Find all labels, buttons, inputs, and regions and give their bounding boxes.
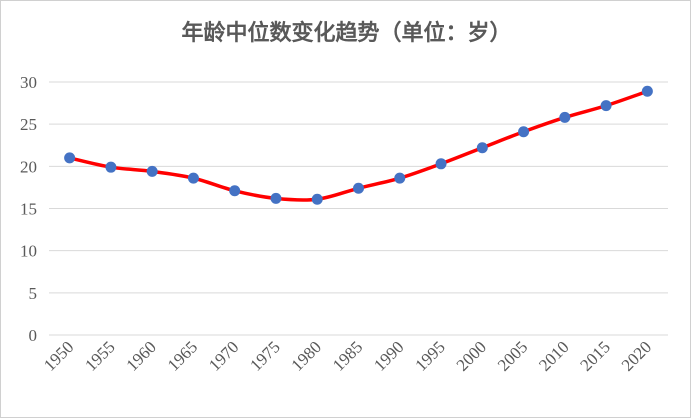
x-tick-label: 1980 [288,337,325,374]
x-tick-label: 1990 [370,337,407,374]
data-point [311,193,323,205]
x-tick-label: 1955 [81,337,118,374]
data-point [229,185,241,197]
x-tick-label: 1950 [40,337,77,374]
data-point [187,172,199,184]
data-point [600,100,612,112]
x-tick-label: 2005 [494,337,531,374]
data-point [641,85,653,97]
data-point [476,142,488,154]
x-tick-label: 1995 [411,337,448,374]
x-tick-label: 2015 [576,337,613,374]
data-point [559,111,571,123]
y-tick-label: 0 [29,326,38,345]
x-tick-label: 1960 [123,337,160,374]
chart-title: 年龄中位数变化趋势（单位：岁） [181,20,512,46]
x-tick-label: 1985 [329,337,366,374]
y-tick-label: 20 [20,157,37,176]
x-tick-label: 2000 [453,337,490,374]
x-tick-label: 1970 [205,337,242,374]
data-point [64,152,76,164]
data-point [146,165,158,177]
data-point [435,158,447,170]
data-point [270,192,282,204]
y-tick-label: 5 [29,284,38,303]
y-tick-label: 10 [20,242,37,261]
data-point [105,161,117,173]
x-tick-label: 1975 [246,337,283,374]
data-point [353,182,364,194]
x-tick-label: 1965 [164,337,201,374]
x-tick-label: 2020 [618,337,655,374]
data-point [394,172,406,184]
x-tick-label: 2010 [535,337,572,374]
y-tick-label: 25 [20,115,37,134]
data-point [518,126,530,138]
y-tick-label: 15 [20,200,37,219]
y-tick-label: 30 [20,73,37,92]
